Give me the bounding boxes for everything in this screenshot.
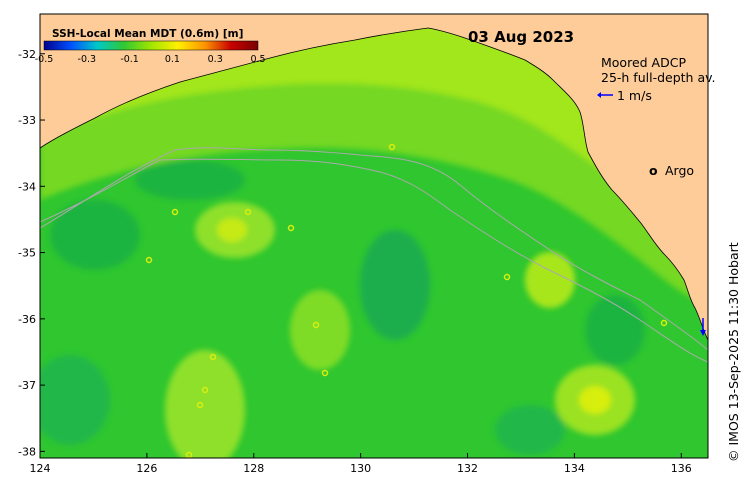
- colorbar-ramp: [43, 40, 259, 51]
- argo-marker: [503, 273, 511, 281]
- lon-tick-label: 136: [671, 462, 692, 475]
- ssh-offshelf-band: [40, 83, 708, 305]
- colorbar: SSH-Local Mean MDT (0.6m) [m] -0.5 -0.3 -0…: [35, 28, 266, 65]
- longitude-axis: 124 126 128 130 132 134 136: [30, 453, 692, 475]
- lat-tick-label: -33: [18, 114, 36, 127]
- adcp-legend-line2: 25-h full-depth av.: [601, 70, 716, 85]
- argo-legend-label: Argo: [665, 163, 694, 178]
- lon-tick-label: 126: [136, 462, 157, 475]
- legend: Moored ADCP 25-h full-depth av. 1 m/s o …: [597, 55, 716, 178]
- ssh-patch-south: [495, 405, 565, 455]
- colorbar-tick-label: -0.5: [35, 54, 54, 65]
- argo-legend-symbol: o: [649, 163, 658, 178]
- lon-tick-label: 128: [243, 462, 264, 475]
- argo-markers: [145, 143, 668, 458]
- lat-tick-label: -34: [18, 180, 36, 193]
- lon-tick-label: 132: [457, 462, 478, 475]
- colorbar-tick-label: 0.5: [250, 54, 265, 65]
- lon-tick-label: 130: [350, 462, 371, 475]
- lat-tick-label: -37: [18, 379, 36, 392]
- ssh-patch-southwest: [40, 355, 110, 445]
- ssh-high-east: [525, 252, 575, 308]
- argo-marker: [287, 224, 295, 232]
- argo-marker: [321, 369, 329, 377]
- ssh-peak-west: [217, 218, 247, 242]
- argo-marker: [171, 208, 179, 216]
- argo-marker: [312, 321, 320, 329]
- ssh-patch-north-central: [135, 160, 245, 200]
- argo-marker: [145, 256, 153, 264]
- argo-marker: [660, 319, 668, 327]
- plot-frame: [39, 13, 709, 459]
- ssh-high-south: [165, 350, 245, 458]
- argo-marker: [388, 143, 396, 151]
- argo-marker: [209, 353, 217, 361]
- ssh-peak-southeast: [579, 386, 611, 414]
- latitude-axis: -32 -33 -34 -35 -36 -37 -38: [18, 48, 45, 458]
- colorbar-tick-label: -0.3: [78, 54, 97, 65]
- ssh-patch-center: [360, 230, 430, 340]
- adcp-vector: [700, 318, 706, 336]
- lat-tick-label: -38: [18, 445, 36, 458]
- credit-text: © IMOS 13-Sep-2025 11:30 Hobart: [726, 242, 741, 462]
- argo-marker: [201, 386, 209, 394]
- adcp-scale-label: 1 m/s: [617, 88, 652, 103]
- shelf-contour-2: [40, 158, 708, 363]
- adcp-scale-arrow: [597, 92, 613, 98]
- coastline: [40, 27, 708, 341]
- ssh-patch-east: [585, 295, 645, 365]
- shelf-contour-1: [40, 147, 708, 351]
- colorbar-title: SSH-Local Mean MDT (0.6m) [m]: [52, 28, 243, 40]
- colorbar-tick-label: 0.1: [165, 54, 180, 65]
- lat-tick-label: -35: [18, 247, 36, 260]
- colorbar-ticks: -0.5 -0.3 -0.1 0.1 0.3 0.5: [35, 54, 266, 65]
- lat-tick-label: -32: [18, 48, 36, 61]
- colorbar-tick-label: 0.3: [208, 54, 223, 65]
- argo-marker: [244, 208, 252, 216]
- lon-tick-label: 124: [30, 462, 51, 475]
- lon-tick-label: 134: [564, 462, 585, 475]
- adcp-legend-line1: Moored ADCP: [601, 55, 686, 70]
- lat-tick-label: -36: [18, 313, 36, 326]
- ssh-high-mid: [290, 290, 350, 370]
- ssh-patch-west: [50, 200, 140, 270]
- argo-marker: [196, 401, 204, 409]
- date-title: 03 Aug 2023: [468, 28, 574, 46]
- colorbar-tick-label: -0.1: [120, 54, 139, 65]
